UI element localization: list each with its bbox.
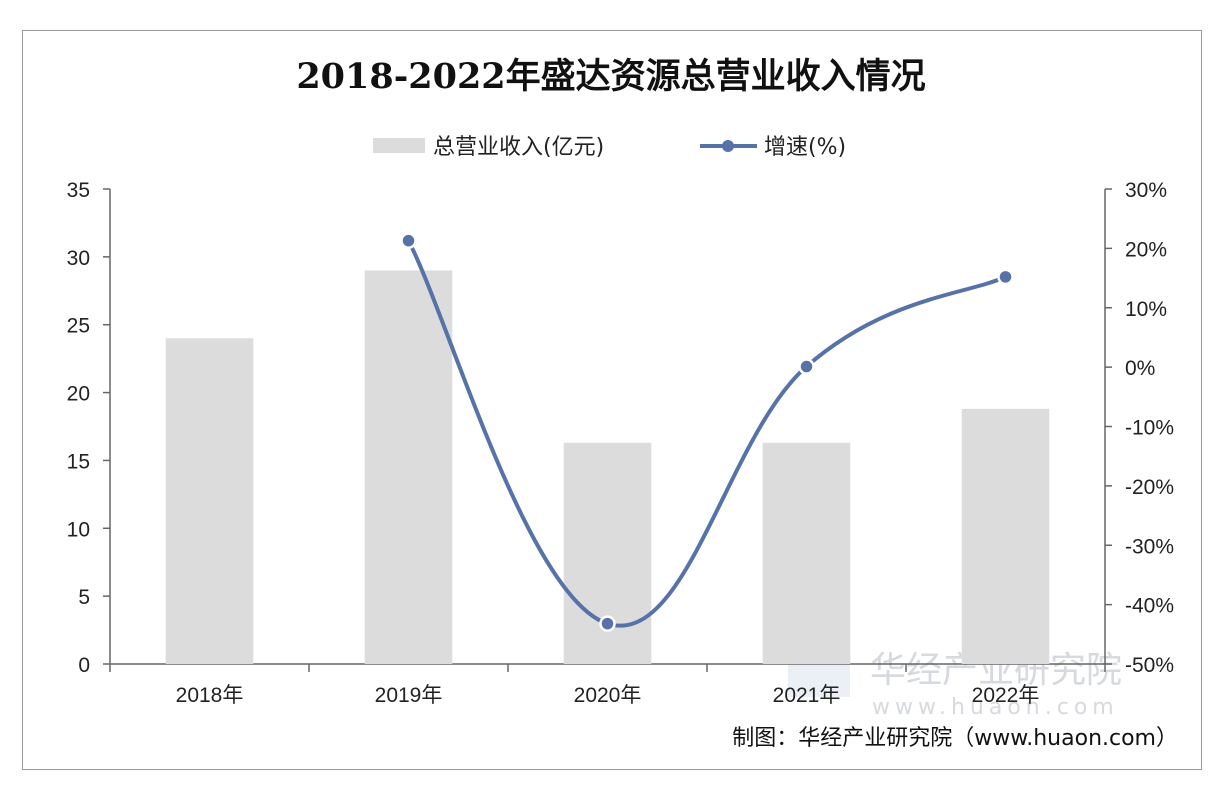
watermark-url: www.huaon.com	[872, 695, 1119, 720]
y-right-tick-label: -50%	[1125, 654, 1174, 677]
x-tick-label: 2019年	[375, 684, 443, 707]
legend-line-marker	[722, 140, 734, 152]
x-tick-label: 2018年	[176, 684, 244, 707]
y-right-tick-label: 0%	[1125, 357, 1155, 380]
source-note: 制图：华经产业研究院（www.huaon.com）	[732, 726, 1178, 751]
y-right-tick-label: -40%	[1125, 595, 1174, 618]
axes: 0 5 10 15 20 25 30 35 -50% -40% -30% -20% -10% 0% 10% 2…	[67, 179, 1174, 707]
line-series	[400, 232, 1014, 632]
y-right-tick-label: 30%	[1125, 179, 1167, 202]
growth-line	[406, 238, 1008, 628]
bar-series	[165, 270, 1050, 664]
bar-2022年	[961, 408, 1050, 664]
y-left-tick-label: 30	[67, 247, 90, 270]
y-right-tick-label: -10%	[1125, 417, 1174, 440]
y-left-tick-label: 5	[78, 586, 90, 609]
bar-2018年	[165, 338, 254, 664]
y-left-tick-label: 0	[78, 654, 90, 677]
y-right-tick-label: -20%	[1125, 476, 1174, 499]
y-left-tick-label: 25	[67, 315, 90, 338]
bar-2021年	[762, 442, 851, 664]
legend-bar-label: 总营业收入(亿元)	[433, 135, 604, 160]
growth-point-2020年	[599, 615, 616, 632]
growth-point-2019年	[400, 232, 417, 249]
x-tick-label: 2022年	[972, 684, 1040, 707]
chart-title: 2018-2022年盛达资源总营业收入情况	[296, 56, 926, 97]
watermark: 华经产业研究院 www.huaon.com	[788, 645, 1122, 720]
growth-point-2021年	[798, 358, 815, 375]
legend-line-label: 增速(%)	[764, 135, 846, 160]
y-left-tick-label: 10	[67, 518, 90, 541]
x-tick-label: 2021年	[773, 684, 841, 707]
y-right-tick-label: 20%	[1125, 238, 1167, 261]
y-right-tick-label: -30%	[1125, 535, 1174, 558]
legend: 总营业收入(亿元) 增速(%)	[373, 135, 846, 160]
y-left-tick-label: 20	[67, 383, 90, 406]
bar-2019年	[364, 270, 453, 664]
y-left-tick-label: 15	[67, 450, 90, 473]
y-left-tick-label: 35	[67, 179, 90, 202]
y-right-tick-label: 10%	[1125, 298, 1167, 321]
growth-point-2022年	[997, 268, 1014, 286]
legend-bar-swatch	[373, 138, 425, 153]
x-tick-label: 2020年	[574, 684, 642, 707]
